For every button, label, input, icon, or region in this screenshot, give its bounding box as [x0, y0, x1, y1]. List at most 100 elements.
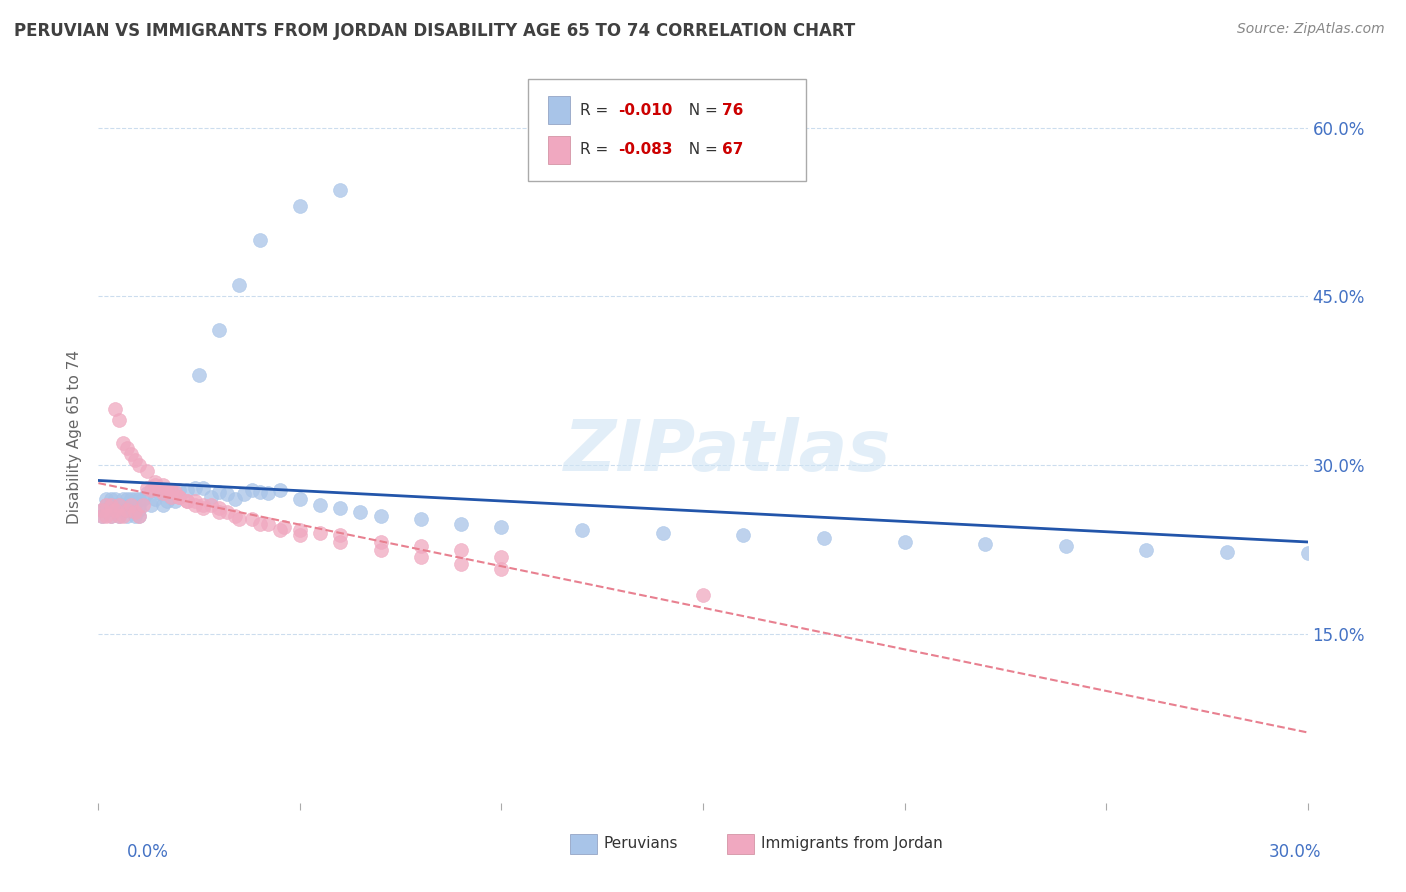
FancyBboxPatch shape — [548, 136, 569, 163]
Point — [409, 512, 432, 526]
Point — [329, 182, 352, 196]
Point — [240, 483, 263, 497]
Point — [128, 458, 150, 473]
Point — [184, 481, 207, 495]
Point — [288, 528, 311, 542]
Point — [124, 506, 146, 520]
Text: Source: ZipAtlas.com: Source: ZipAtlas.com — [1237, 22, 1385, 37]
Point — [491, 520, 513, 534]
FancyBboxPatch shape — [527, 78, 806, 181]
Point — [193, 481, 215, 495]
Point — [152, 486, 174, 500]
Point — [200, 498, 222, 512]
Point — [370, 542, 392, 557]
Point — [370, 534, 392, 549]
Point — [217, 487, 239, 501]
Point — [148, 486, 170, 500]
Point — [96, 508, 118, 523]
Point — [124, 452, 146, 467]
Text: N =: N = — [679, 103, 723, 118]
Point — [224, 491, 246, 506]
Point — [103, 503, 125, 517]
FancyBboxPatch shape — [569, 833, 596, 854]
Point — [120, 447, 142, 461]
Point — [232, 487, 254, 501]
Point — [184, 494, 207, 508]
Point — [184, 498, 207, 512]
Point — [96, 491, 118, 506]
Point — [256, 486, 278, 500]
Point — [329, 528, 352, 542]
Point — [450, 516, 472, 531]
Point — [156, 494, 179, 508]
Point — [176, 494, 198, 508]
Point — [288, 524, 311, 538]
Text: ZIPatlas: ZIPatlas — [564, 417, 891, 486]
Point — [228, 512, 250, 526]
Point — [208, 500, 231, 515]
Point — [103, 401, 125, 416]
Point — [124, 508, 146, 523]
Point — [176, 483, 198, 497]
Point — [96, 503, 118, 517]
Point — [128, 508, 150, 523]
Text: 30.0%: 30.0% — [1270, 843, 1322, 861]
Point — [115, 503, 138, 517]
Point — [115, 508, 138, 523]
Point — [111, 435, 134, 450]
Point — [329, 500, 352, 515]
Point — [329, 534, 352, 549]
Point — [193, 498, 215, 512]
Point — [370, 508, 392, 523]
Point — [269, 483, 291, 497]
Text: 0.0%: 0.0% — [127, 843, 169, 861]
Point — [115, 442, 138, 456]
Point — [100, 508, 122, 523]
Point — [193, 500, 215, 515]
Point — [143, 478, 166, 492]
Point — [409, 550, 432, 565]
Point — [160, 483, 183, 497]
Point — [128, 491, 150, 506]
Point — [974, 537, 997, 551]
Point — [288, 491, 311, 506]
Point — [120, 498, 142, 512]
Point — [163, 485, 186, 500]
Point — [120, 503, 142, 517]
Point — [893, 534, 915, 549]
Point — [217, 506, 239, 520]
Point — [813, 532, 835, 546]
Point — [409, 539, 432, 553]
Point — [167, 483, 190, 497]
Point — [1296, 546, 1319, 560]
Point — [103, 498, 125, 512]
Point — [91, 508, 114, 523]
Point — [288, 199, 311, 213]
Point — [120, 491, 142, 506]
Point — [128, 508, 150, 523]
Point — [309, 498, 332, 512]
Point — [100, 491, 122, 506]
Point — [107, 508, 129, 523]
Point — [167, 490, 190, 504]
Point — [100, 498, 122, 512]
Point — [111, 491, 134, 506]
Point — [143, 475, 166, 489]
Point — [249, 516, 271, 531]
Point — [733, 528, 755, 542]
Point — [208, 323, 231, 337]
Point — [124, 491, 146, 506]
Text: R =: R = — [579, 103, 613, 118]
Point — [156, 483, 179, 497]
Point — [111, 508, 134, 523]
Point — [107, 508, 129, 523]
Point — [107, 498, 129, 512]
Point — [228, 278, 250, 293]
Point — [450, 542, 472, 557]
Point — [115, 503, 138, 517]
Text: Peruvians: Peruvians — [603, 836, 678, 851]
Point — [1135, 542, 1157, 557]
Point — [309, 525, 332, 540]
Point — [132, 498, 155, 512]
Point — [148, 483, 170, 497]
